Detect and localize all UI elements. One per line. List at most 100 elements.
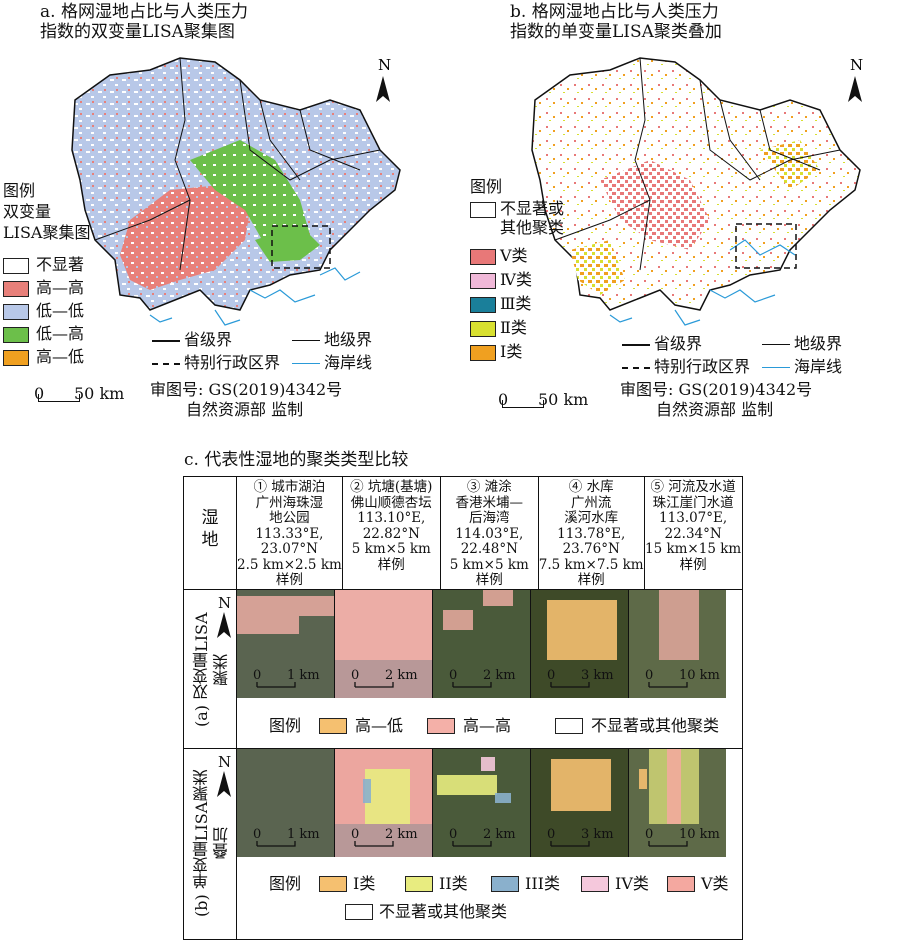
panel-a-title-2: 指数的双变量LISA聚集图 [40,22,235,42]
scale-label: 3 km [581,668,614,683]
supervisor-a: 自然资源部 监制 [186,400,304,419]
legend-label: III类 [525,873,560,893]
legend-swatch [470,202,496,218]
col-header-line: ④ 水库 [568,479,614,495]
legend-swatch [345,903,373,920]
legend-label: 不显著或 [500,199,565,218]
row-b-legend: 图例 I类 II类 III类 IV类 V类 不显著或其他聚类 [236,865,743,940]
legend-b-title: 图例 [470,177,503,196]
scale-zero: 0 [547,827,556,842]
legend-label: Ⅰ类 [500,342,523,361]
province-line-sample-b [622,344,650,346]
sar-label-b: 特别行政区界 [654,357,751,376]
legend-label: 不显著或其他聚类 [591,716,720,736]
row-header: 湿地 [201,508,219,550]
province-label-b: 省级界 [654,334,703,353]
legend-a-title2: 双变量 [3,202,52,221]
legend-a-title3: LISA聚集图 [3,223,91,242]
thumb-b: 0 3 km [531,749,629,857]
col-header-line: 113.07°E, [659,510,728,526]
col-header-4: ④ 水库 广州流 溪河水库 113.78°E, 23.76°N 7.5 km×7.5 km… [537,476,645,590]
legend-label: 高—高 [36,278,85,297]
legend-label: 高—低 [36,347,85,366]
legend-swatch [3,304,29,320]
scale-zero: 0 [645,827,654,842]
legend-swatch [427,718,455,735]
legend-label: 高—低 [355,716,404,736]
legend-label: 低—高 [36,324,85,343]
legend-swatch [319,875,347,892]
col-header-line: 5 km×5 km [449,556,529,573]
legend-swatch [667,875,695,892]
legend-swatch [470,273,496,289]
col-header-line: 广州海珠湿 [255,494,324,511]
legend-swatch [405,875,433,892]
col-header-line: 后海湾 [469,510,510,526]
col-header-line: 22.34°N [664,525,722,542]
legend-ca-title: 图例 [269,716,302,736]
legend-label: 低—低 [36,301,85,320]
coastline-line-sample [292,363,320,364]
col-header-line: 7.5 km×7.5 km [538,556,644,573]
sar-line-sample [152,363,180,365]
col-header-line: 样例 [679,556,707,573]
legend-swatch [3,350,29,366]
thumb-map [256,841,296,847]
row-a-legend: 图例 高—低 高—高 不显著或其他聚类 [236,706,743,750]
col-header-line: 样例 [275,572,303,588]
col-header-line: 样例 [377,556,405,573]
legend-swatch [470,297,496,313]
scale-label: 2 km [385,668,418,683]
scale-label: 2 km [385,827,418,842]
col-header-line: 广州流 [570,494,612,511]
supervisor-b: 自然资源部 监制 [656,400,774,419]
col-header-line: ① 城市湖泊 [253,479,326,495]
scale-a-zero: 0 [34,384,45,403]
scale-label: 1 km [287,827,320,842]
legend-label: IV类 [615,873,649,893]
panel-a-title-1: a. 格网湿地占比与人类压力 [40,2,248,22]
scale-zero: 0 [449,827,458,842]
scale-zero: 0 [351,827,360,842]
thumb-a: 0 10 km [629,590,726,698]
col-header-line: 5 km×5 km [351,541,431,557]
north-arrow-icon [217,612,231,638]
col-header-line: 香港米埔— [455,494,524,511]
scale-zero: 0 [253,827,262,842]
scale-label: 10 km [679,827,720,842]
col-header-2: ② 坑塘(基塘) 佛山顺德杏坛 113.10°E, 22.82°N 5 km×5 km 样… [341,476,441,590]
thumb-map [550,759,611,847]
legend-swatch [3,327,29,343]
scale-zero: 0 [253,668,262,683]
col-header-line: 23.76°N [562,541,620,557]
north-arrow-icon-b [217,771,231,797]
scale-a-label: 50 km [74,384,125,403]
north-label-ca: N [218,594,232,612]
col-header-line: 113.10°E, [357,510,426,526]
scale-zero: 0 [351,668,360,683]
col-header-line: 22.48°N [460,541,518,557]
scale-zero: 0 [645,668,654,683]
legend-swatch [491,875,519,892]
legend-swatch [581,875,609,892]
scale-label: 10 km [679,668,720,683]
panel-b-title-2: 指数的单变量LISA聚类叠加 [510,22,722,42]
north-label-cb: N [218,753,232,771]
col-header-line: 22.82°N [362,525,420,542]
row-header-cell: 湿地 [183,476,237,590]
sar-label-a: 特别行政区界 [184,353,281,372]
legend-label: Ⅳ类 [500,270,532,289]
legend-label: 高—高 [463,716,512,736]
thumb-map [237,596,334,688]
scale-zero: 0 [547,668,556,683]
legend-label: 不显著或其他聚类 [379,901,508,921]
thumb-b: 0 10 km [629,749,726,857]
thumb-b: 0 1 km [237,749,335,857]
col-header-line: ⑤ 河流及水道 [650,479,736,495]
thumb-b: 0 2 km [335,749,433,857]
legend-swatch [470,321,496,337]
thumb-b: 0 2 km [433,749,531,857]
col-header-line: 样例 [475,572,503,588]
scale-label: 3 km [581,827,614,842]
scale-bar-b [502,399,544,408]
